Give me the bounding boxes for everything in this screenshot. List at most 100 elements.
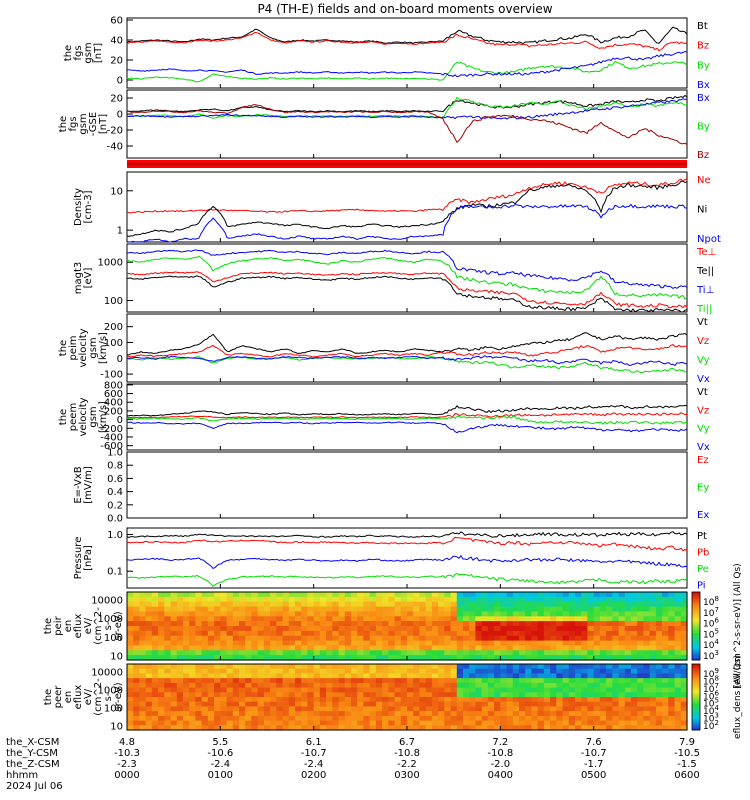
heat-cell: [475, 711, 483, 717]
colorbar-seg: [692, 628, 700, 632]
heat-cell: [301, 601, 308, 608]
heat-cell: [587, 678, 595, 684]
heat-cell: [475, 616, 483, 622]
heat-cell: [568, 616, 576, 622]
heat-cell: [245, 725, 252, 731]
heat-cell: [593, 720, 601, 726]
heat-cell: [170, 706, 178, 712]
heat-cell: [587, 645, 595, 651]
heat-cell: [295, 601, 302, 608]
heat-cell: [201, 706, 209, 712]
heat-cell: [649, 692, 657, 698]
colorbar-seg: [692, 607, 700, 611]
ylabel-line: peem: [68, 403, 79, 431]
heat-cell: [543, 664, 551, 670]
heat-cell: [139, 645, 147, 651]
ylabel-line: eflux: [73, 614, 84, 639]
heat-cell: [394, 630, 402, 637]
heat-cell: [232, 715, 240, 722]
heat-cell: [319, 664, 327, 670]
heat-cell: [587, 692, 595, 698]
heat-cell: [400, 616, 408, 622]
heat-cell: [220, 655, 228, 661]
heat-cell: [556, 645, 564, 651]
heat-cell: [375, 630, 383, 637]
heat-cell: [270, 701, 277, 707]
heat-cell: [239, 630, 246, 637]
heat-cell: [288, 706, 296, 712]
colorbar-tick: 105: [703, 697, 719, 710]
heat-cell: [301, 616, 308, 622]
heat-cell: [145, 640, 153, 647]
heat-cell: [282, 645, 290, 651]
heat-cell: [214, 711, 221, 717]
heat-cell: [207, 611, 215, 617]
heat-cell: [201, 692, 209, 698]
heat-cell: [599, 720, 607, 726]
heat-cell: [332, 655, 340, 661]
heat-cell: [388, 650, 396, 656]
heat-cell: [612, 697, 620, 703]
heat-cell: [649, 635, 657, 642]
heat-cell: [151, 596, 159, 603]
legend-Vy: Vy: [697, 355, 710, 366]
colorbar-seg: [692, 594, 700, 598]
heat-cell: [655, 706, 663, 712]
series-blue: [126, 98, 688, 120]
heat-cell: [506, 655, 514, 661]
heat-cell: [270, 650, 277, 656]
ylabel-line: [nT]: [98, 114, 109, 134]
heat-cell: [407, 601, 414, 608]
footer-value: -1.5: [677, 759, 697, 770]
heat-cell: [245, 592, 252, 598]
heat-cell: [288, 601, 296, 608]
heat-cell: [145, 616, 153, 622]
heat-cell: [512, 668, 520, 674]
heat-cell: [431, 725, 439, 731]
heat-cell: [606, 706, 613, 712]
heat-cell: [319, 701, 327, 707]
legend-Ne: Ne: [697, 175, 711, 186]
heat-cell: [319, 611, 327, 617]
heat-cell: [288, 697, 296, 703]
heat-cell: [295, 640, 302, 647]
heat-cell: [400, 664, 408, 670]
heat-cell: [251, 630, 259, 637]
heat-cell: [550, 630, 557, 637]
heat-cell: [662, 711, 669, 717]
heat-cell: [562, 630, 570, 637]
heat-cell: [456, 655, 464, 661]
heat-cell: [382, 616, 389, 622]
heat-cell: [338, 596, 346, 603]
heat-cell: [133, 596, 140, 603]
heat-cell: [500, 601, 508, 608]
heat-cell: [662, 601, 669, 608]
heat-cell: [375, 611, 383, 617]
heat-cell: [239, 701, 246, 707]
heat-cell: [270, 596, 277, 603]
heat-cell: [263, 630, 271, 637]
heat-cell: [612, 601, 620, 608]
heat-cell: [245, 621, 252, 627]
heat-cell: [201, 678, 209, 684]
heat-cell: [606, 668, 613, 674]
colorbar-tick: 109: [703, 667, 719, 680]
heat-cell: [519, 645, 526, 651]
heat-cell: [562, 606, 570, 613]
heat-cell: [176, 673, 184, 679]
series-black: [126, 26, 688, 45]
heat-cell: [606, 611, 613, 617]
heat-cell: [525, 650, 532, 656]
heat-cell: [301, 645, 308, 651]
heat-cell: [232, 601, 240, 608]
ytick-label: 20: [110, 94, 123, 105]
heat-cell: [338, 701, 346, 707]
heat-cell: [189, 655, 196, 661]
heat-cell: [220, 678, 228, 684]
heat-cell: [562, 701, 570, 707]
heat-cell: [606, 678, 613, 684]
heat-cell: [450, 664, 458, 670]
heat-cell: [220, 715, 228, 722]
heat-cell: [189, 692, 196, 698]
